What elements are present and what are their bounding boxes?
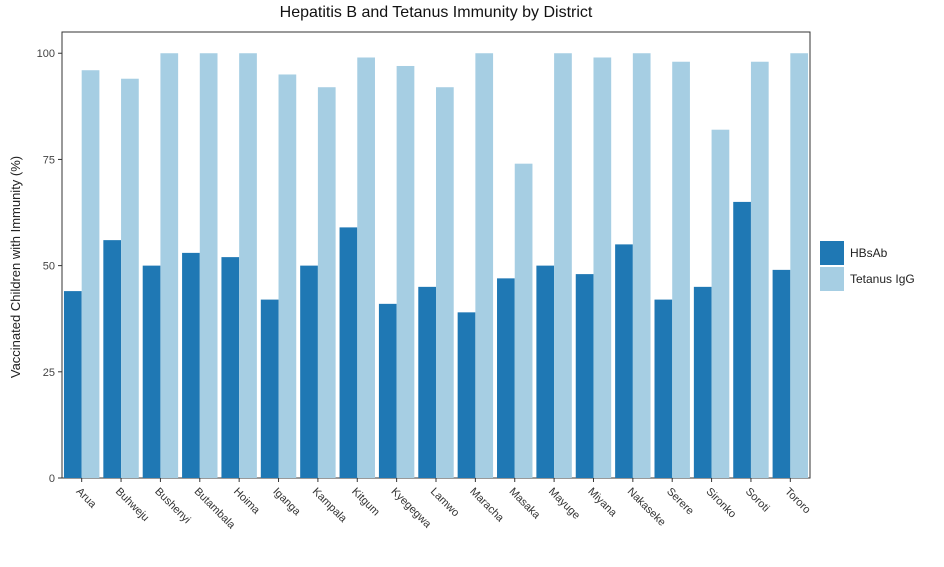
x-tick-label: Hoima bbox=[231, 486, 263, 518]
y-tick-label: 0 bbox=[49, 473, 55, 485]
bar-hbsab-sironko bbox=[693, 286, 712, 478]
bar-hbsab-iganga bbox=[260, 299, 279, 478]
bar-hbsab-nakaseke bbox=[615, 244, 633, 478]
bar-tetanus-igg-nakaseke bbox=[632, 53, 651, 478]
bar-hbsab-hoima bbox=[221, 257, 240, 478]
x-tick-label: Masaka bbox=[507, 486, 543, 522]
legend-swatch-tetanus bbox=[820, 267, 844, 291]
x-tick-label: Bushenyi bbox=[152, 486, 192, 526]
x-tick-label: Kampala bbox=[310, 486, 350, 526]
y-tick-label: 100 bbox=[37, 48, 55, 60]
x-tick-label: Iganga bbox=[270, 486, 303, 519]
bar-hbsab-soroti bbox=[733, 201, 751, 478]
bar-tetanus-igg-mayuge bbox=[554, 53, 572, 478]
bar-tetanus-igg-soroti bbox=[750, 61, 769, 478]
y-axis-label: Vaccinated Children with Immunity (%) bbox=[8, 156, 23, 378]
bar-hbsab-tororo bbox=[772, 269, 791, 478]
x-tick-label: Arua bbox=[74, 486, 100, 512]
bar-hbsab-kampala bbox=[300, 265, 318, 478]
bar-hbsab-serere bbox=[654, 299, 673, 478]
y-tick-label: 50 bbox=[43, 261, 55, 273]
bar-hbsab-masaka bbox=[497, 278, 515, 478]
bar-hbsab-kyegegwa bbox=[378, 303, 397, 478]
bar-hbsab-arua bbox=[63, 291, 82, 478]
bar-hbsab-mayuge bbox=[536, 265, 555, 478]
legend-swatch-hbsab bbox=[820, 241, 844, 265]
bar-tetanus-igg-hoima bbox=[239, 53, 257, 478]
bar-hbsab-miyana bbox=[575, 274, 594, 478]
bar-tetanus-igg-buhweju bbox=[121, 78, 139, 478]
x-tick-label: Nakaseke bbox=[625, 486, 668, 529]
legend-item-hbsab: HBsAb bbox=[820, 240, 915, 266]
x-tick-label: Sironko bbox=[703, 486, 738, 521]
bar-hbsab-buhweju bbox=[103, 240, 122, 478]
bar-tetanus-igg-butambala bbox=[199, 53, 218, 478]
bar-tetanus-igg-bushenyi bbox=[160, 53, 179, 478]
bars-group bbox=[63, 53, 809, 478]
x-tick-label: Kitgum bbox=[349, 486, 382, 519]
bar-tetanus-igg-arua bbox=[81, 70, 100, 478]
chart-title: Hepatitis B and Tetanus Immunity by Dist… bbox=[279, 4, 593, 21]
bar-tetanus-igg-miyana bbox=[593, 57, 612, 478]
legend-label-tetanus: Tetanus IgG bbox=[850, 272, 915, 286]
bar-hbsab-butambala bbox=[182, 252, 200, 478]
bar-tetanus-igg-sironko bbox=[711, 129, 730, 478]
bar-tetanus-igg-maracha bbox=[475, 53, 494, 478]
bar-hbsab-kitgum bbox=[339, 227, 358, 478]
bar-tetanus-igg-lamwo bbox=[436, 87, 454, 478]
x-tick-label: Butambala bbox=[192, 486, 238, 532]
x-tick-label: Miyana bbox=[585, 486, 619, 520]
legend-item-tetanus: Tetanus IgG bbox=[820, 266, 915, 292]
bar-tetanus-igg-iganga bbox=[278, 74, 297, 478]
x-tick-label: Mayuge bbox=[546, 486, 582, 522]
legend: HBsAb Tetanus IgG bbox=[820, 240, 915, 292]
bar-tetanus-igg-masaka bbox=[514, 163, 533, 478]
x-tick-label: Soroti bbox=[743, 486, 772, 515]
x-tick-label: Buhweju bbox=[113, 486, 151, 524]
bar-hbsab-lamwo bbox=[418, 286, 436, 478]
bar-hbsab-bushenyi bbox=[142, 265, 161, 478]
bar-hbsab-maracha bbox=[457, 312, 476, 478]
x-tick-label: Serere bbox=[664, 486, 696, 518]
x-tick-label: Tororo bbox=[782, 486, 813, 517]
bar-tetanus-igg-kitgum bbox=[357, 57, 375, 478]
bar-tetanus-igg-kampala bbox=[317, 87, 336, 478]
bar-tetanus-igg-tororo bbox=[790, 53, 809, 478]
x-tick-label: Lamwo bbox=[428, 486, 462, 520]
y-tick-label: 75 bbox=[43, 154, 55, 166]
x-tick-label: Maracha bbox=[467, 486, 506, 525]
x-tick-label: Kyegegwa bbox=[389, 486, 434, 531]
bar-tetanus-igg-kyegegwa bbox=[396, 65, 415, 478]
legend-label-hbsab: HBsAb bbox=[850, 246, 888, 260]
y-tick-labels: 0 25 50 75 100 bbox=[37, 48, 62, 485]
bar-tetanus-igg-serere bbox=[672, 61, 690, 478]
y-tick-label: 25 bbox=[43, 367, 55, 379]
